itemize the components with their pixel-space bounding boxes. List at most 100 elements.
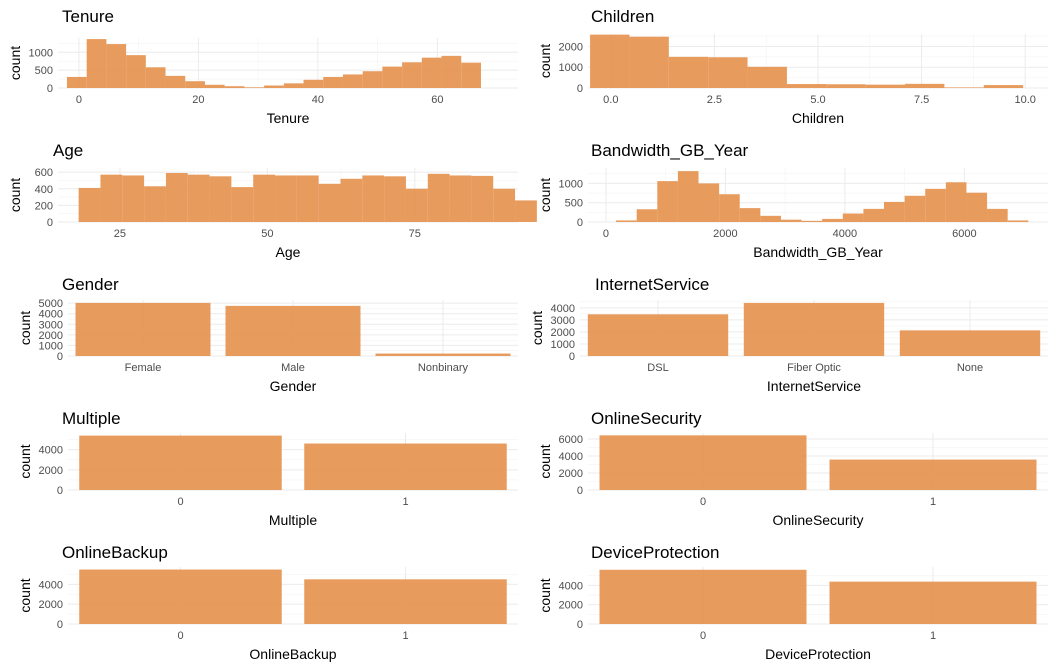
histogram-bar bbox=[441, 55, 462, 88]
histogram-bar bbox=[987, 208, 1008, 222]
histogram-bar bbox=[515, 200, 537, 222]
histogram-bar bbox=[244, 87, 265, 88]
panel-title: Tenure bbox=[62, 7, 114, 26]
histogram-bar bbox=[253, 174, 276, 222]
x-tick-label: 40 bbox=[312, 94, 324, 106]
panel-children: 0 1000 2000 0.0 2.5 5.0 7.5 10.0 Children Childre… bbox=[537, 7, 1048, 126]
y-tick-label: 0 bbox=[577, 485, 583, 497]
bar-dsl bbox=[587, 314, 729, 356]
y-tick-label: 0 bbox=[577, 619, 583, 631]
histogram-bar bbox=[865, 84, 906, 88]
histogram-bar bbox=[945, 182, 967, 222]
histogram-bar bbox=[296, 175, 319, 222]
x-tick-label: 7.5 bbox=[914, 94, 929, 106]
x-tick-label: 5.0 bbox=[810, 94, 825, 106]
histogram-bar bbox=[708, 57, 748, 88]
bar-none bbox=[899, 330, 1041, 356]
histogram-bar bbox=[904, 195, 926, 222]
histogram-bar bbox=[275, 175, 297, 222]
x-tick-label: DSL bbox=[647, 362, 668, 374]
panel-tenure: 0 500 1000 0 20 40 60 Tenure Tenure count bbox=[7, 7, 518, 126]
y-axis-label: count bbox=[7, 178, 23, 212]
y-tick-label: 4000 bbox=[559, 451, 583, 463]
x-tick-label: 0 bbox=[177, 496, 183, 508]
histogram-bar bbox=[842, 213, 864, 222]
histogram-bar bbox=[362, 175, 385, 222]
histogram-bar bbox=[209, 176, 232, 222]
histogram-bar bbox=[925, 188, 946, 222]
panel-title: Bandwidth_GB_Year bbox=[591, 141, 749, 160]
bar-fiber-optic bbox=[743, 302, 885, 356]
x-axis-label: DeviceProtection bbox=[765, 646, 871, 662]
histogram-bar bbox=[145, 67, 166, 88]
bar-1 bbox=[829, 581, 1037, 624]
bar-0 bbox=[599, 569, 807, 624]
bar-0 bbox=[79, 435, 282, 490]
histogram-bar bbox=[616, 220, 637, 222]
y-tick-label: 0 bbox=[57, 351, 63, 363]
histogram-bar bbox=[863, 208, 885, 222]
y-tick-label: 0 bbox=[569, 351, 575, 363]
y-tick-label: 4000 bbox=[559, 580, 583, 592]
y-tick-label: 2000 bbox=[559, 600, 583, 612]
y-tick-label: 200 bbox=[35, 200, 53, 212]
y-tick-label: 2000 bbox=[39, 330, 63, 342]
panel-title: Multiple bbox=[62, 409, 121, 428]
bar-1 bbox=[304, 579, 507, 624]
histogram-bar bbox=[264, 85, 284, 88]
y-tick-label: 2000 bbox=[559, 41, 583, 53]
x-tick-label: None bbox=[957, 362, 983, 374]
x-tick-label: Fiber Optic bbox=[787, 362, 841, 374]
x-tick-label: 0.0 bbox=[603, 94, 618, 106]
histogram-bar bbox=[342, 74, 363, 88]
histogram-bar bbox=[427, 173, 450, 222]
y-tick-label: 500 bbox=[565, 198, 583, 210]
histogram-bar bbox=[165, 172, 188, 222]
y-tick-label: 1000 bbox=[29, 47, 53, 59]
x-tick-label: 4000 bbox=[833, 228, 857, 240]
histogram-bar bbox=[657, 181, 678, 222]
histogram-bar bbox=[384, 176, 406, 222]
histogram-bar bbox=[760, 215, 781, 222]
y-tick-label: 2000 bbox=[559, 468, 583, 480]
bar-male bbox=[225, 305, 361, 356]
histogram-bar bbox=[187, 174, 210, 222]
histogram-bar bbox=[318, 183, 341, 222]
bar-0 bbox=[79, 569, 282, 624]
y-tick-label: 600 bbox=[35, 167, 53, 179]
y-tick-label: 0 bbox=[577, 217, 583, 229]
histogram-bar bbox=[983, 85, 1024, 88]
histogram-bar bbox=[719, 194, 740, 222]
y-tick-label: 2000 bbox=[39, 599, 63, 611]
histogram-bar bbox=[421, 57, 442, 88]
histogram-bar bbox=[1007, 220, 1029, 222]
x-tick-label: 1 bbox=[402, 630, 408, 642]
histogram-bar bbox=[668, 56, 709, 88]
y-tick-label: 1000 bbox=[551, 339, 575, 351]
x-tick-label: 1 bbox=[930, 496, 936, 508]
y-tick-label: 0 bbox=[47, 83, 53, 95]
x-axis-label: Tenure bbox=[267, 110, 310, 126]
panel-bandwidth: 0 500 1000 0 2000 4000 6000 Bandwidth_GB_Year Ba… bbox=[537, 141, 1048, 260]
histogram-bar bbox=[884, 201, 905, 222]
histogram-bar bbox=[283, 83, 304, 88]
x-tick-label: 75 bbox=[409, 228, 421, 240]
x-axis-label: OnlineSecurity bbox=[772, 512, 863, 528]
histogram-bar bbox=[905, 83, 945, 88]
y-tick-label: 6000 bbox=[559, 434, 583, 446]
y-tick-label: 400 bbox=[35, 184, 53, 196]
histogram-bar bbox=[801, 220, 823, 222]
x-tick-label: Female bbox=[125, 362, 162, 374]
y-axis-label: count bbox=[537, 578, 553, 612]
y-axis-label: count bbox=[537, 444, 553, 478]
histogram-bar bbox=[66, 76, 87, 88]
x-tick-label: 0 bbox=[700, 496, 706, 508]
histogram-bar bbox=[402, 62, 422, 88]
y-tick-label: 0 bbox=[57, 485, 63, 497]
x-tick-label: 10.0 bbox=[1014, 94, 1035, 106]
histogram-bar bbox=[822, 218, 843, 222]
histogram-bar bbox=[471, 175, 494, 222]
